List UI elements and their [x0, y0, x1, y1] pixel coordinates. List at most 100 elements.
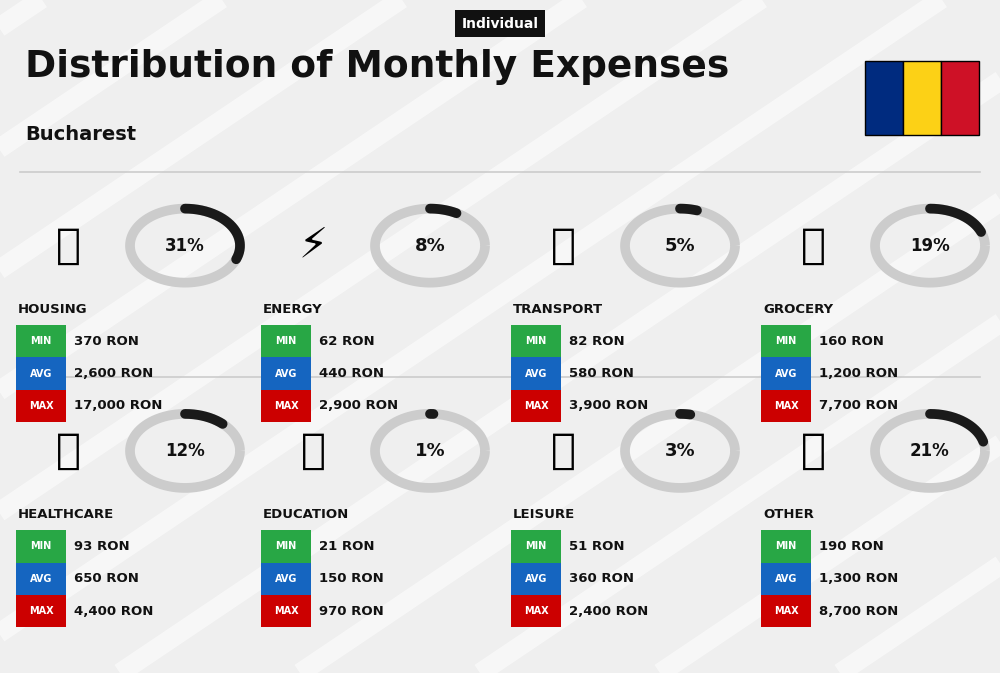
- Text: AVG: AVG: [30, 369, 52, 378]
- Text: MAX: MAX: [274, 606, 298, 616]
- Text: MAX: MAX: [524, 606, 548, 616]
- Text: 1,200 RON: 1,200 RON: [819, 367, 898, 380]
- Text: 3%: 3%: [665, 442, 695, 460]
- Text: MIN: MIN: [275, 542, 297, 551]
- Text: 160 RON: 160 RON: [819, 334, 884, 348]
- Text: 31%: 31%: [165, 237, 205, 254]
- Text: 2,600 RON: 2,600 RON: [74, 367, 153, 380]
- Text: 150 RON: 150 RON: [319, 572, 384, 586]
- FancyBboxPatch shape: [261, 563, 311, 595]
- Text: 17,000 RON: 17,000 RON: [74, 399, 162, 413]
- Text: 21 RON: 21 RON: [319, 540, 374, 553]
- Text: 7,700 RON: 7,700 RON: [819, 399, 898, 413]
- Text: MAX: MAX: [29, 606, 53, 616]
- Text: ⚡: ⚡: [298, 225, 328, 267]
- Text: MAX: MAX: [274, 401, 298, 411]
- Text: 62 RON: 62 RON: [319, 334, 375, 348]
- FancyBboxPatch shape: [761, 325, 811, 357]
- Text: MIN: MIN: [775, 542, 797, 551]
- FancyBboxPatch shape: [511, 325, 561, 357]
- FancyBboxPatch shape: [941, 61, 979, 135]
- FancyBboxPatch shape: [511, 563, 561, 595]
- FancyBboxPatch shape: [761, 563, 811, 595]
- Text: 21%: 21%: [910, 442, 950, 460]
- Text: 440 RON: 440 RON: [319, 367, 384, 380]
- FancyBboxPatch shape: [16, 595, 66, 627]
- Text: LEISURE: LEISURE: [513, 508, 575, 522]
- FancyBboxPatch shape: [261, 595, 311, 627]
- Text: 1,300 RON: 1,300 RON: [819, 572, 898, 586]
- FancyBboxPatch shape: [16, 530, 66, 563]
- Text: ENERGY: ENERGY: [263, 303, 323, 316]
- Text: Distribution of Monthly Expenses: Distribution of Monthly Expenses: [25, 49, 729, 85]
- FancyBboxPatch shape: [261, 390, 311, 422]
- Text: HOUSING: HOUSING: [18, 303, 88, 316]
- Text: 82 RON: 82 RON: [569, 334, 625, 348]
- Text: 🛒: 🛒: [800, 225, 826, 267]
- Text: 19%: 19%: [910, 237, 950, 254]
- Text: AVG: AVG: [775, 574, 797, 583]
- Text: MAX: MAX: [524, 401, 548, 411]
- Text: TRANSPORT: TRANSPORT: [513, 303, 603, 316]
- Text: 51 RON: 51 RON: [569, 540, 625, 553]
- Text: 4,400 RON: 4,400 RON: [74, 604, 153, 618]
- FancyBboxPatch shape: [261, 325, 311, 357]
- FancyBboxPatch shape: [511, 530, 561, 563]
- Text: 580 RON: 580 RON: [569, 367, 634, 380]
- Text: MAX: MAX: [774, 606, 798, 616]
- Text: AVG: AVG: [775, 369, 797, 378]
- Text: 1%: 1%: [415, 442, 445, 460]
- Text: 8%: 8%: [415, 237, 445, 254]
- Text: 360 RON: 360 RON: [569, 572, 634, 586]
- FancyBboxPatch shape: [761, 530, 811, 563]
- Text: 5%: 5%: [665, 237, 695, 254]
- Text: Individual: Individual: [462, 17, 538, 30]
- FancyBboxPatch shape: [16, 357, 66, 390]
- Text: AVG: AVG: [30, 574, 52, 583]
- FancyBboxPatch shape: [16, 563, 66, 595]
- Text: 2,900 RON: 2,900 RON: [319, 399, 398, 413]
- Text: Bucharest: Bucharest: [25, 125, 136, 144]
- Text: 🏙: 🏙: [56, 225, 80, 267]
- Text: AVG: AVG: [275, 574, 297, 583]
- Text: MIN: MIN: [525, 336, 547, 346]
- FancyBboxPatch shape: [903, 61, 941, 135]
- Text: AVG: AVG: [525, 369, 547, 378]
- Text: 🛍: 🛍: [550, 430, 576, 472]
- FancyBboxPatch shape: [16, 390, 66, 422]
- Text: GROCERY: GROCERY: [763, 303, 833, 316]
- Text: MIN: MIN: [525, 542, 547, 551]
- Text: 970 RON: 970 RON: [319, 604, 384, 618]
- Text: 🚌: 🚌: [550, 225, 576, 267]
- FancyBboxPatch shape: [16, 325, 66, 357]
- Text: MIN: MIN: [275, 336, 297, 346]
- FancyBboxPatch shape: [511, 357, 561, 390]
- FancyBboxPatch shape: [511, 595, 561, 627]
- Text: 12%: 12%: [165, 442, 205, 460]
- Text: MIN: MIN: [775, 336, 797, 346]
- Text: 💗: 💗: [56, 430, 80, 472]
- Text: EDUCATION: EDUCATION: [263, 508, 349, 522]
- Text: 190 RON: 190 RON: [819, 540, 884, 553]
- Text: MIN: MIN: [30, 542, 52, 551]
- Text: HEALTHCARE: HEALTHCARE: [18, 508, 114, 522]
- FancyBboxPatch shape: [761, 595, 811, 627]
- FancyBboxPatch shape: [761, 390, 811, 422]
- FancyBboxPatch shape: [761, 357, 811, 390]
- FancyBboxPatch shape: [261, 530, 311, 563]
- Text: MAX: MAX: [774, 401, 798, 411]
- Text: AVG: AVG: [525, 574, 547, 583]
- Text: 650 RON: 650 RON: [74, 572, 139, 586]
- Text: 💰: 💰: [800, 430, 826, 472]
- Text: 2,400 RON: 2,400 RON: [569, 604, 648, 618]
- Text: AVG: AVG: [275, 369, 297, 378]
- Text: 3,900 RON: 3,900 RON: [569, 399, 648, 413]
- FancyBboxPatch shape: [261, 357, 311, 390]
- Text: MAX: MAX: [29, 401, 53, 411]
- Text: 370 RON: 370 RON: [74, 334, 139, 348]
- Text: 🎓: 🎓: [300, 430, 326, 472]
- Text: 8,700 RON: 8,700 RON: [819, 604, 898, 618]
- FancyBboxPatch shape: [511, 390, 561, 422]
- Text: 93 RON: 93 RON: [74, 540, 130, 553]
- FancyBboxPatch shape: [865, 61, 903, 135]
